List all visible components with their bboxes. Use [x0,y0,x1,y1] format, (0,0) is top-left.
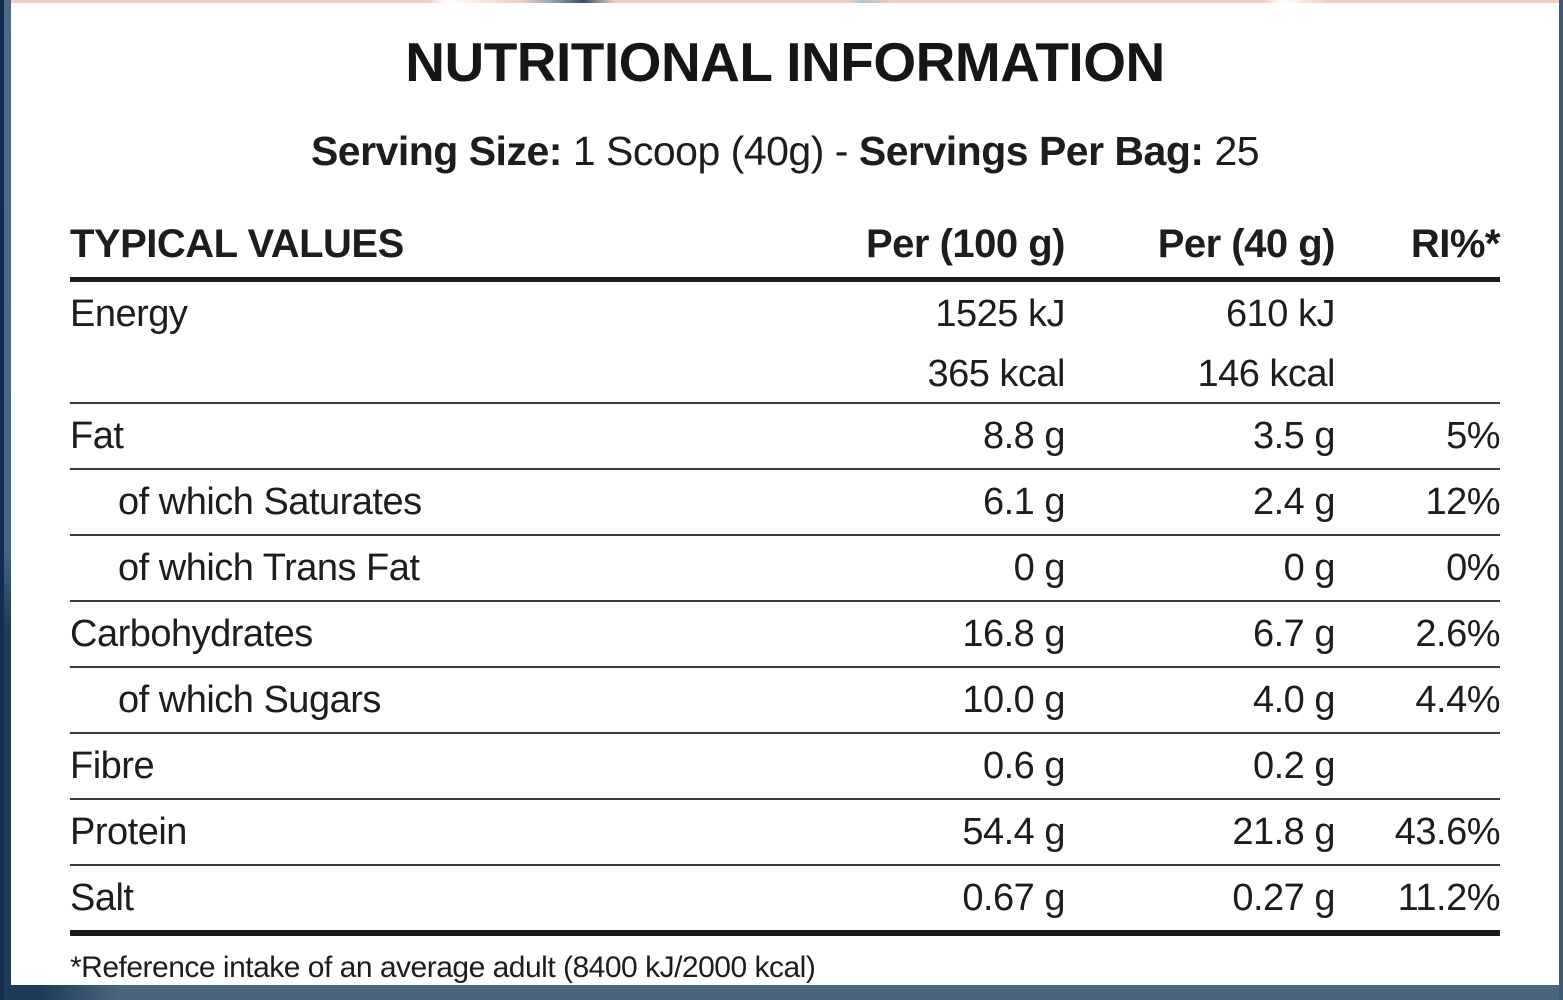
package-edge-bottom [0,985,1563,1000]
cell-label-fat: Fat [70,403,785,470]
cell-protein-per100: 54.4 g [785,799,1066,866]
table-row-protein: Protein 54.4 g 21.8 g 43.6% [70,799,1501,866]
cell-label-protein: Protein [70,799,785,866]
package-edge-top [11,0,1559,3]
cell-sugars-per40: 4.0 g [1065,667,1336,734]
cell-energy-per40-kj: 610 kJ [1226,292,1335,335]
cell-trans-fat-ri: 0% [1335,535,1501,602]
cell-energy-per100-kcal: 365 kcal [785,346,1066,404]
cell-sugars-ri: 4.4% [1335,667,1501,734]
package-edge-left [0,0,11,1000]
cell-fibre-per40: 0.2 g [1065,733,1336,800]
cell-fat-per100: 8.8 g [785,403,1066,470]
nutrition-panel: NUTRITIONAL INFORMATION Serving Size: 1 … [11,3,1559,985]
serving-separator: - [834,128,849,174]
cell-label-energy: Energy [70,292,188,335]
cell-label-saturates: of which Saturates [70,469,785,536]
cell-label-salt: Salt [70,865,785,936]
cell-energy-per100-kj: 1525 kJ [935,292,1065,335]
cell-salt-per40: 0.27 g [1065,865,1336,936]
panel-title: NUTRITIONAL INFORMATION [405,31,1165,93]
servings-per-bag-value: 25 [1214,128,1260,174]
serving-size-value: 1 Scoop (40g) [572,128,825,174]
col-header-per-40g: Per (40 g) [1065,215,1336,282]
cell-saturates-per100: 6.1 g [785,469,1066,536]
serving-info-line: Serving Size: 1 Scoop (40g) - Servings P… [11,128,1559,175]
table-row-energy: Energy 1525 kJ 610 kJ [70,280,1500,347]
cell-salt-ri: 11.2% [1335,865,1501,936]
cell-trans-fat-per40: 0 g [1065,535,1336,602]
cell-protein-per40: 21.8 g [1065,799,1336,866]
col-header-ri-percent: RI%* [1335,215,1501,282]
package-edge-right [1559,0,1563,1000]
table-row-salt: Salt 0.67 g 0.27 g 11.2% [70,865,1501,936]
cell-energy-per40-kcal: 146 kcal [1065,346,1336,404]
cell-fat-ri: 5% [1335,403,1501,470]
col-header-typical-values: TYPICAL VALUES [70,215,785,282]
cell-energy-kcal-ri [1335,346,1500,404]
col-header-per-100g: Per (100 g) [785,215,1066,282]
table-row-carbohydrates: Carbohydrates 16.8 g 6.7 g 2.6% [70,601,1501,668]
cell-salt-per100: 0.67 g [785,865,1066,936]
cell-label-fibre: Fibre [70,733,785,800]
cell-carbohydrates-per40: 6.7 g [1065,601,1336,668]
table-row-fibre: Fibre 0.6 g 0.2 g [70,733,1500,800]
table-header-row: TYPICAL VALUES Per (100 g) Per (40 g) RI… [70,215,1501,282]
table-row-sugars: of which Sugars 10.0 g 4.0 g 4.4% [70,667,1501,734]
cell-carbohydrates-ri: 2.6% [1335,601,1501,668]
cell-label-carbohydrates: Carbohydrates [70,601,785,668]
table-row-fat: Fat 8.8 g 3.5 g 5% [70,403,1501,470]
cell-label-energy-kcal [70,346,785,404]
cell-trans-fat-per100: 0 g [785,535,1066,602]
cell-protein-ri: 43.6% [1335,799,1501,866]
servings-per-bag-label: Servings Per Bag: [858,128,1204,174]
cell-fibre-per100: 0.6 g [785,733,1066,800]
cell-energy-ri [1335,280,1500,347]
serving-size-label: Serving Size: [310,128,562,174]
cell-fat-per40: 3.5 g [1065,403,1336,470]
cell-fibre-ri [1335,733,1500,800]
cell-label-trans-fat: of which Trans Fat [70,535,785,602]
cell-sugars-per100: 10.0 g [785,667,1066,734]
nutrition-table: TYPICAL VALUES Per (100 g) Per (40 g) RI… [70,215,1501,936]
table-row-trans-fat: of which Trans Fat 0 g 0 g 0% [70,535,1501,602]
table-row-saturates: of which Saturates 6.1 g 2.4 g 12% [70,469,1501,536]
table-row-energy-kcal: 365 kcal 146 kcal [70,346,1500,404]
cell-label-sugars: of which Sugars [70,667,785,734]
cell-carbohydrates-per100: 16.8 g [785,601,1066,668]
cell-saturates-per40: 2.4 g [1065,469,1336,536]
cell-saturates-ri: 12% [1335,469,1501,536]
reference-intake-footnote: *Reference intake of an average adult (8… [70,951,816,984]
